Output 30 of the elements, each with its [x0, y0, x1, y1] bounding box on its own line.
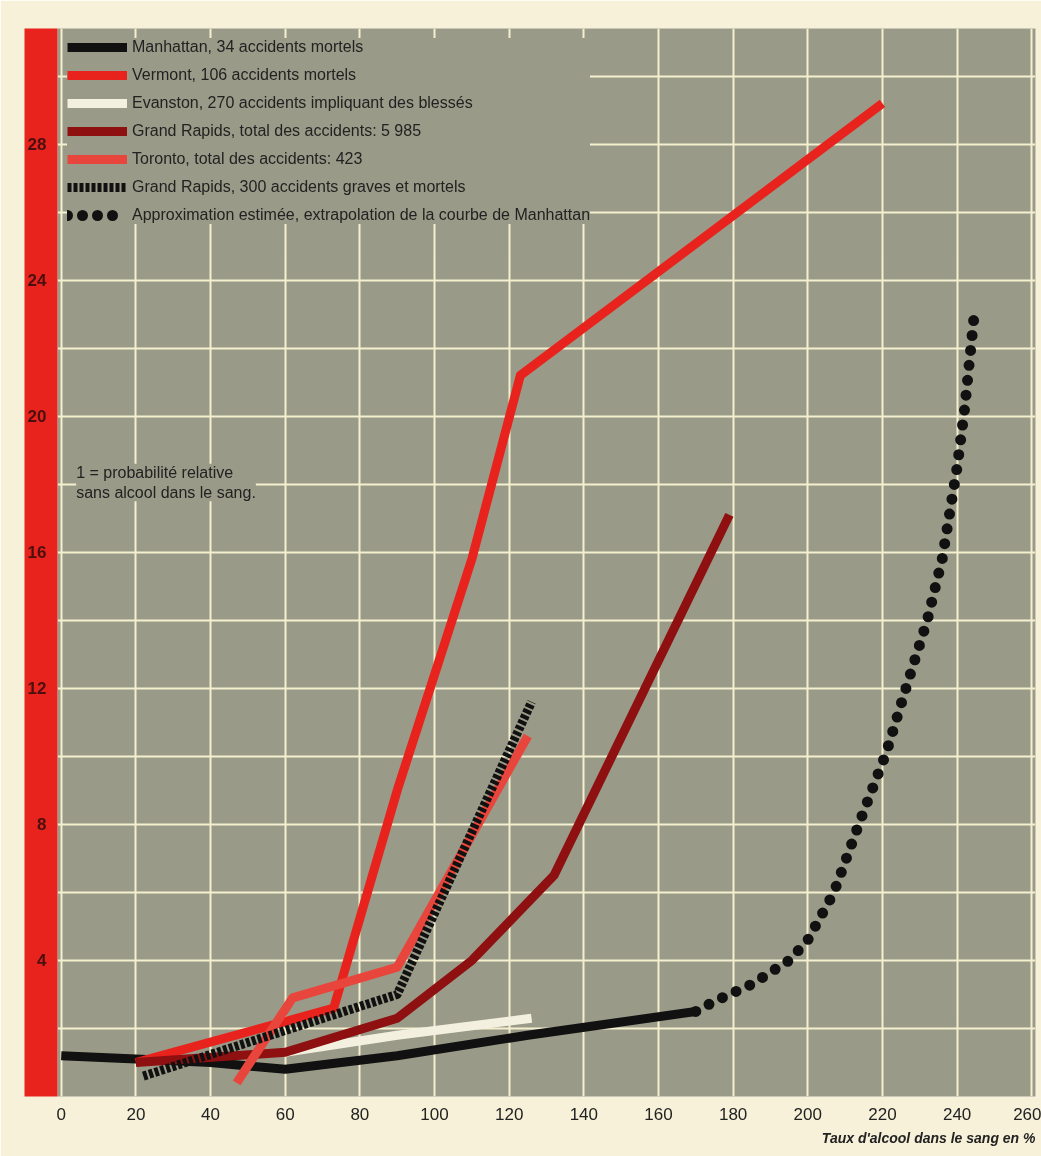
y-tick-label: 4: [37, 951, 48, 971]
x-tick-label: 40: [201, 1104, 221, 1124]
legend-label: Approximation estimée, extrapolation de la courbe de Manhattan: [132, 206, 591, 224]
y-tick-label: 16: [27, 543, 47, 563]
y-tick-label: 12: [27, 679, 47, 699]
x-tick-label: 240: [942, 1104, 972, 1124]
legend-label: Grand Rapids, 300 accidents graves et mortels: [132, 178, 466, 196]
x-tick-label: 100: [420, 1104, 449, 1124]
legend-label: Toronto, total des accidents: 423: [132, 150, 363, 168]
y-tick-label: 20: [27, 407, 47, 427]
x-tick-label: 220: [868, 1104, 897, 1124]
x-tick-label: 80: [350, 1104, 370, 1124]
x-tick-label: 140: [569, 1104, 599, 1124]
legend-label: Vermont, 106 accidents mortels: [132, 66, 357, 84]
x-tick-label: 20: [126, 1104, 146, 1124]
y-tick-label: 24: [27, 271, 48, 291]
x-tick-label: 60: [275, 1104, 295, 1124]
legend-label: Evanston, 270 accidents impliquant des blessés: [132, 94, 473, 112]
x-tick-label: 200: [793, 1104, 822, 1124]
x-tick-label: 0: [56, 1104, 66, 1124]
x-tick-label: 160: [644, 1104, 673, 1124]
x-axis-title: Taux d'alcool dans le sang en %: [821, 1129, 1037, 1146]
x-tick-label: 180: [718, 1104, 748, 1124]
y-tick-label: 28: [27, 135, 47, 155]
y-tick-label: 8: [37, 815, 47, 835]
x-tick-label: 260: [1013, 1104, 1041, 1124]
legend-label: Grand Rapids, total des accidents: 5 985: [132, 122, 422, 140]
annotation: 1 = probabilité relative sans alcool dans le sang.: [76, 463, 256, 502]
x-tick-label: 120: [494, 1104, 524, 1124]
legend-label: Manhattan, 34 accidents mortels: [132, 38, 364, 56]
